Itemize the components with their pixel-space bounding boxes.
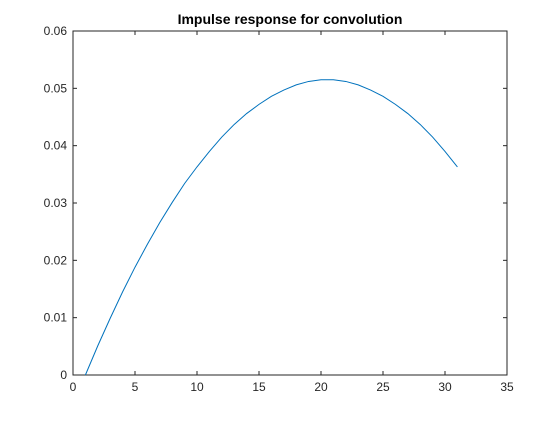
x-tick-label: 35 bbox=[500, 380, 514, 394]
series-line-0 bbox=[84, 79, 458, 376]
y-tick-label: 0.05 bbox=[44, 81, 68, 95]
y-tick-label: 0.03 bbox=[44, 196, 68, 210]
x-tick-label: 15 bbox=[252, 380, 266, 394]
y-axis: 0 0.01 0.02 0.03 0.04 0.05 0.06 bbox=[44, 24, 507, 382]
axes-box bbox=[72, 30, 508, 376]
y-tick-label: 0.01 bbox=[44, 311, 68, 325]
x-tick-label: 0 bbox=[70, 380, 77, 394]
x-tick-label: 20 bbox=[314, 380, 328, 394]
y-tick-label: 0 bbox=[60, 368, 67, 382]
x-axis: 0 5 10 15 20 25 30 35 bbox=[70, 31, 514, 394]
y-tick-label: 0.04 bbox=[44, 139, 68, 153]
x-tick-label: 30 bbox=[438, 380, 452, 394]
x-tick-label: 5 bbox=[132, 380, 139, 394]
series-layer bbox=[84, 79, 458, 376]
x-tick-label: 25 bbox=[376, 380, 390, 394]
chart-title: Impulse response for convolution bbox=[178, 11, 403, 27]
x-tick-label: 10 bbox=[190, 380, 204, 394]
y-tick-label: 0.02 bbox=[44, 253, 68, 267]
y-tick-label: 0.06 bbox=[44, 24, 68, 38]
